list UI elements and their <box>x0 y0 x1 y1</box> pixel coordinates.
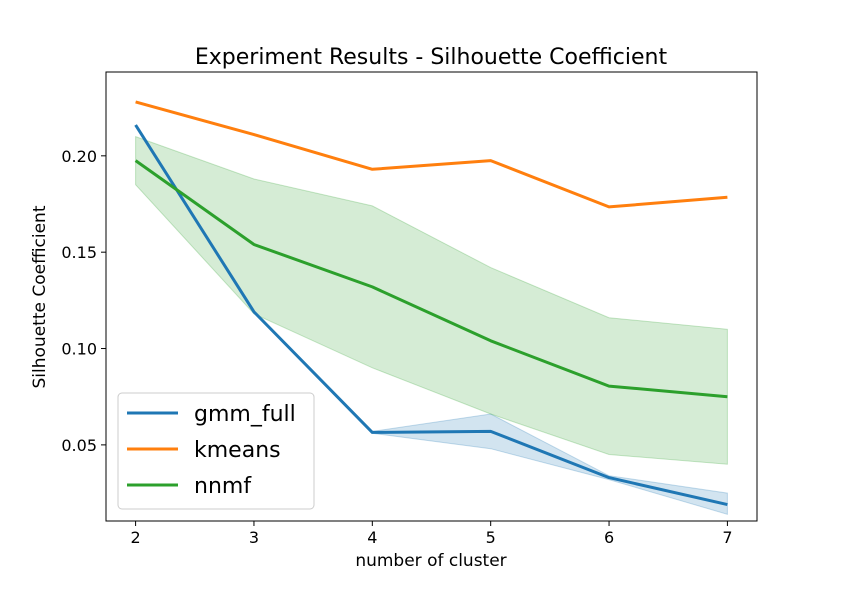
legend-label-kmeans: kmeans <box>194 438 281 463</box>
y-tick-label: 0.05 <box>61 436 97 455</box>
y-tick-label: 0.20 <box>61 147 97 166</box>
plot-area <box>134 100 728 515</box>
series-line-kmeans <box>135 100 728 209</box>
y-tick-label: 0.15 <box>61 243 97 262</box>
x-tick-label: 6 <box>604 528 614 547</box>
y-axis-label: Silhouette Coefficient <box>30 205 50 388</box>
axis-ticks: 2 3 4 5 6 7 0.05 0.10 0.15 0.20 <box>61 147 732 547</box>
legend-box <box>117 392 315 510</box>
x-tick-label: 2 <box>130 528 140 547</box>
chart-title: Experiment Results - Silhouette Coeffici… <box>195 45 668 70</box>
legend-label-nnmf: nnmf <box>194 474 252 499</box>
legend-label-gmm_full: gmm_full <box>194 402 296 427</box>
series-line-gmm_full <box>134 124 728 507</box>
x-tick-label: 3 <box>249 528 259 547</box>
plot-frame <box>105 71 758 522</box>
x-tick-label: 4 <box>367 528 377 547</box>
y-tick-label: 0.10 <box>61 340 97 359</box>
x-axis-label: number of cluster <box>355 551 506 571</box>
series-line-nnmf <box>134 159 728 399</box>
x-tick-label: 7 <box>722 528 732 547</box>
x-tick-label: 5 <box>486 528 496 547</box>
